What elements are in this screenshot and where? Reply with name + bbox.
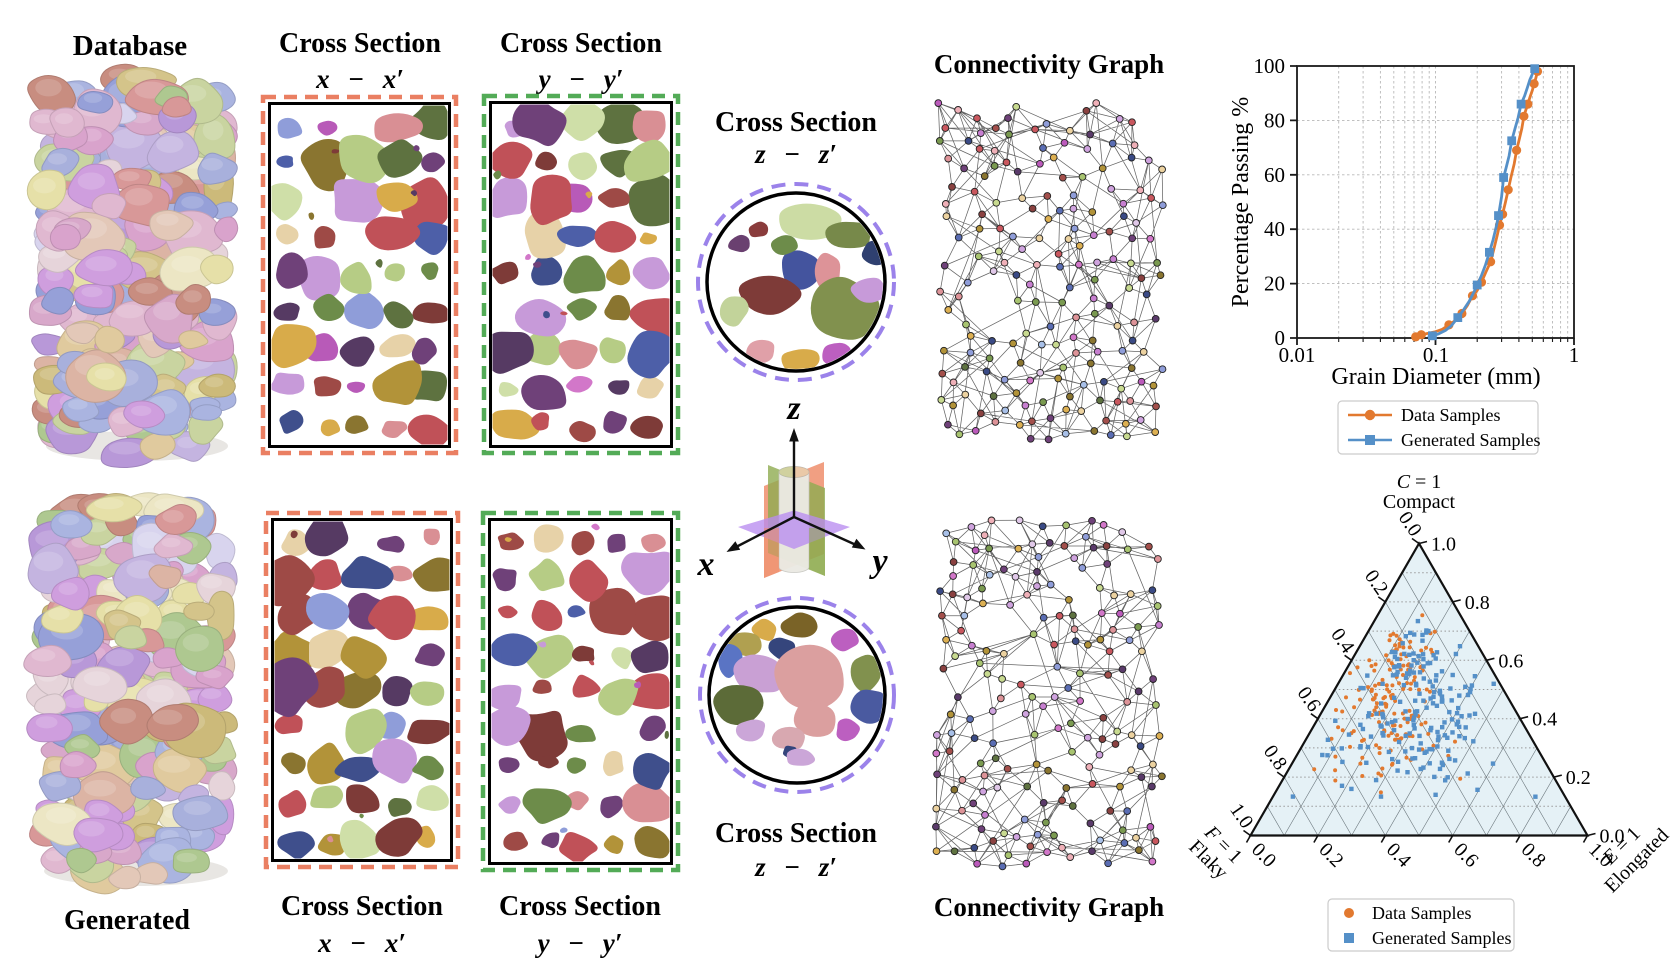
- svg-text:0.01: 0.01: [1279, 343, 1316, 367]
- svg-text:z − z′: z − z′: [754, 852, 837, 882]
- svg-text:Cross Section: Cross Section: [715, 818, 877, 849]
- svg-text:Generated Samples: Generated Samples: [1401, 430, 1540, 450]
- svg-text:Generated Samples: Generated Samples: [1372, 928, 1511, 948]
- svg-text:0.1: 0.1: [1423, 343, 1449, 367]
- svg-text:Cross Section: Cross Section: [281, 891, 443, 922]
- svg-text:1.0: 1.0: [1431, 534, 1456, 556]
- svg-text:40: 40: [1264, 217, 1285, 241]
- svg-text:Cross Section: Cross Section: [499, 891, 661, 922]
- svg-text:x − x′: x − x′: [317, 928, 406, 958]
- svg-text:100: 100: [1254, 54, 1286, 78]
- svg-text:x − x′: x − x′: [315, 64, 404, 94]
- svg-text:y − y′: y − y′: [535, 928, 623, 958]
- svg-text:Grain Diameter (mm): Grain Diameter (mm): [1331, 364, 1540, 390]
- svg-text:Cross Section: Cross Section: [500, 28, 662, 59]
- svg-text:0.6: 0.6: [1498, 650, 1523, 672]
- svg-text:C = 1: C = 1: [1397, 471, 1442, 493]
- svg-text:Data Samples: Data Samples: [1401, 405, 1500, 425]
- svg-text:y − y′: y − y′: [536, 64, 624, 94]
- svg-text:60: 60: [1264, 163, 1285, 187]
- svg-text:Cross Section: Cross Section: [715, 107, 877, 138]
- svg-text:0: 0: [1275, 326, 1286, 350]
- svg-text:Connectivity Graph: Connectivity Graph: [934, 892, 1164, 922]
- svg-text:1: 1: [1569, 343, 1580, 367]
- svg-text:Cross Section: Cross Section: [279, 28, 441, 59]
- svg-text:0.0: 0.0: [1600, 826, 1625, 848]
- svg-text:Compact: Compact: [1383, 491, 1456, 513]
- svg-text:z: z: [786, 390, 801, 427]
- svg-text:0.4: 0.4: [1532, 709, 1557, 731]
- svg-text:Percentage Passing %: Percentage Passing %: [1228, 97, 1254, 308]
- svg-text:z − z′: z − z′: [754, 139, 837, 169]
- svg-text:0.2: 0.2: [1566, 767, 1591, 789]
- svg-text:x: x: [697, 546, 715, 583]
- svg-text:0.8: 0.8: [1465, 592, 1490, 614]
- svg-text:80: 80: [1264, 108, 1285, 132]
- svg-text:Data Samples: Data Samples: [1372, 903, 1471, 923]
- svg-text:Database: Database: [73, 30, 188, 62]
- svg-text:Connectivity Graph: Connectivity Graph: [934, 49, 1164, 79]
- svg-text:y: y: [868, 543, 888, 580]
- svg-text:20: 20: [1264, 272, 1285, 296]
- svg-text:Generated: Generated: [64, 905, 190, 936]
